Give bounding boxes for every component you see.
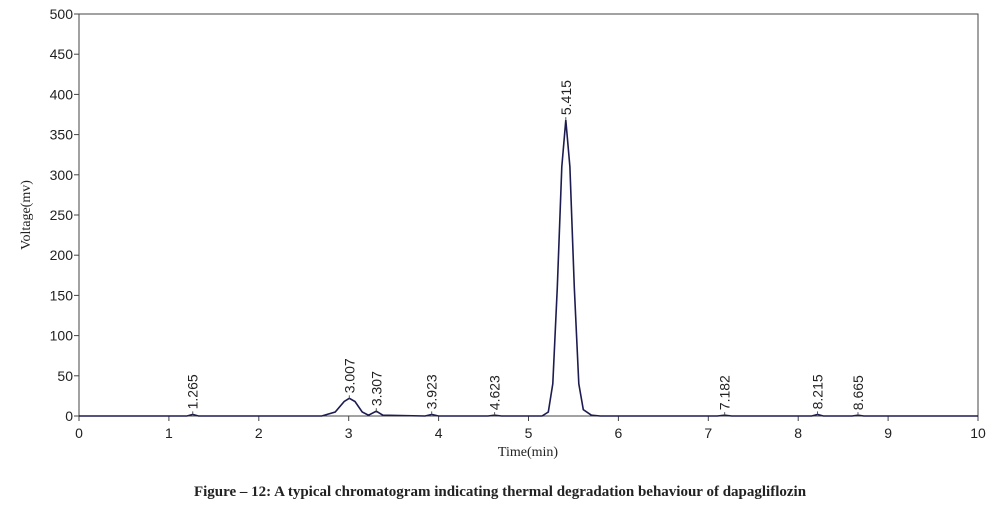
y-tick-label: 500 (50, 6, 74, 22)
y-tick-label: 200 (50, 247, 74, 263)
peak-label: 3.007 (341, 358, 357, 393)
peak-label: 3.923 (424, 374, 440, 409)
peak-label: 8.665 (850, 375, 866, 410)
x-tick-label: 10 (970, 425, 986, 441)
x-tick-label: 8 (794, 425, 802, 441)
y-axis-title: Voltage(mv) (19, 180, 34, 250)
x-tick-label: 3 (345, 425, 353, 441)
peak-label: 7.182 (717, 375, 733, 410)
peak-label: 8.215 (810, 374, 826, 409)
plot-frame (78, 13, 979, 417)
y-tick-label: 250 (50, 207, 74, 223)
y-tick-label: 300 (50, 167, 74, 183)
y-tick-label: 150 (50, 287, 74, 303)
y-tick-label: 50 (57, 368, 73, 384)
x-tick-label: 5 (525, 425, 533, 441)
x-tick-label: 1 (165, 425, 173, 441)
y-tick-label: 350 (50, 127, 74, 143)
x-axis-title: Time(min) (498, 445, 558, 460)
x-tick-label: 6 (615, 425, 623, 441)
y-tick-label: 100 (50, 328, 74, 344)
x-tick-label: 2 (255, 425, 263, 441)
x-tick-label: 4 (435, 425, 443, 441)
y-tick-label: 450 (50, 46, 74, 62)
x-tick-label: 7 (704, 425, 712, 441)
y-tick-label: 0 (65, 408, 73, 424)
x-tick-label: 0 (75, 425, 83, 441)
peak-label: 1.265 (185, 374, 201, 409)
peak-label: 4.623 (487, 375, 503, 410)
trace (79, 120, 978, 417)
caption: Figure – 12: A typical chromatogram indi… (194, 484, 807, 500)
x-tick-label: 9 (884, 425, 892, 441)
y-tick-label: 400 (50, 86, 74, 102)
peak-label: 5.415 (558, 80, 574, 115)
peak-label: 3.307 (368, 371, 384, 406)
